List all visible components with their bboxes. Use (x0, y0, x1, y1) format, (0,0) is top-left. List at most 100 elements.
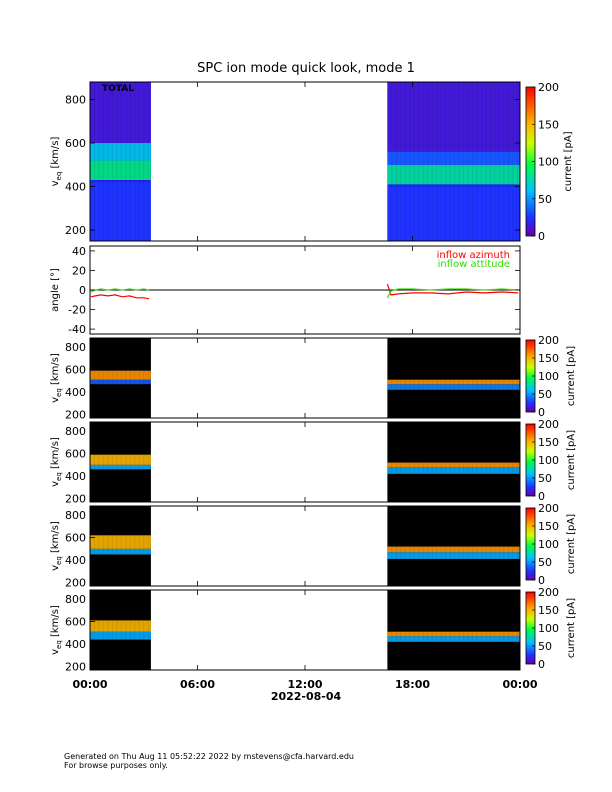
colorbar-tick-label: 150 (538, 352, 559, 365)
spectrogram-band-1-1 (90, 182, 151, 241)
spectrogram-segment-2 (387, 422, 520, 502)
y-tick-label: 800 (65, 593, 86, 606)
footer-generated: Generated on Thu Aug 11 05:52:22 2022 by… (64, 752, 354, 761)
y-axis-label: veq [km/s] (50, 137, 63, 187)
colorbar-tick-label: 50 (538, 472, 552, 485)
colorbar-tick-label: 50 (538, 388, 552, 401)
y-tick-label: 600 (65, 532, 86, 545)
y-axis-label-subscript: eq (55, 388, 63, 397)
colorbar-tick-label: 50 (538, 640, 552, 653)
y-axis-label-units: [km/s] (50, 521, 61, 556)
y-tick-label: 600 (65, 616, 86, 629)
spectrogram-band-1-2 (90, 535, 151, 549)
y-tick-label: 800 (65, 341, 86, 354)
x-tick-label: 00:00 (72, 678, 107, 691)
y-axis-label: veq [km/s] (50, 437, 63, 487)
colorbar-tick-label: 200 (538, 586, 559, 599)
colorbar-tick-label: 200 (538, 334, 559, 347)
series-line-inflow-azimuth (90, 294, 150, 300)
y-tick-label: 200 (65, 409, 86, 422)
time-axis: 00:00 06:00 12:00 18:00 00:00 (72, 678, 537, 691)
colorbar-tick-label: 0 (538, 658, 545, 671)
y-tick-label: 400 (65, 638, 86, 651)
colorbar-label: current [pA] (566, 598, 577, 658)
chart-title: SPC ion mode quick look, mode 1 (197, 61, 415, 76)
spectrogram-band-2-4 (387, 82, 520, 152)
colorbar-tick-label: 150 (538, 118, 559, 131)
colorbar-tick-label: 100 (538, 370, 559, 383)
y-axis-label-units: [km/s] (50, 437, 61, 472)
y-tick-label: 20 (72, 264, 86, 277)
y-tick-label: 200 (65, 493, 86, 506)
y-axis-label-units: [km/s] (50, 605, 61, 640)
spectrogram-band-1-4 (90, 82, 151, 143)
y-tick-label: 600 (65, 364, 86, 377)
y-tick-label: 400 (65, 554, 86, 567)
colorbar-tick-label: 150 (538, 604, 559, 617)
y-axis-label-subscript: eq (55, 172, 63, 181)
y-axis-label: veq [km/s] (50, 521, 63, 571)
spectrogram-band-2-2 (387, 462, 520, 468)
x-tick-label: 12:00 (287, 678, 322, 691)
legend-inflow-attitude: inflow attitude (438, 259, 510, 270)
date-label: 2022-08-04 (271, 690, 342, 703)
colorbar-tick-label: 0 (538, 574, 545, 587)
y-axis-label-units: [km/s] (50, 353, 61, 388)
spectrogram-band-2-1 (387, 636, 520, 642)
y-tick-label: 600 (65, 448, 86, 461)
y-axis-label-subscript: eq (55, 472, 63, 481)
series-line-inflow-azimuth (386, 283, 519, 296)
spectrogram-band-1-2 (90, 454, 151, 465)
colorbar-tick-label: 50 (538, 556, 552, 569)
spectrogram-segment-2 (387, 506, 520, 586)
colorbar-tick-label: 0 (538, 406, 545, 419)
x-tick-label: 06:00 (180, 678, 215, 691)
footer: Generated on Thu Aug 11 05:52:22 2022 by… (64, 752, 354, 770)
colorbar-tick-label: 0 (538, 490, 545, 503)
colorbar-label: current [pA] (563, 131, 574, 191)
panel-1: 200 400 600 800 veq [km/s] TOTAL 0 50 100 150 200 c… (50, 81, 574, 243)
colorbar-label: current [pA] (566, 430, 577, 490)
colorbar-tick-label: 50 (538, 193, 552, 206)
spectrogram-band-2-2 (387, 379, 520, 385)
y-tick-label: 200 (65, 661, 86, 674)
y-tick-label: 40 (72, 245, 86, 258)
colorbar-tick-label: 200 (538, 81, 559, 94)
spectrogram-band-2-2 (387, 546, 520, 553)
panel-label: TOTAL (102, 84, 134, 94)
y-axis-label: veq [km/s] (50, 605, 63, 655)
spectrogram-band-2-1 (387, 186, 520, 241)
colorbar-tick-label: 150 (538, 436, 559, 449)
y-axis-label: angle [°] (50, 268, 61, 312)
y-tick-label: 200 (65, 224, 86, 237)
spectrogram-band-2-3 (387, 151, 520, 165)
footer-browse-note: For browse purposes only. (64, 761, 168, 770)
spectrogram-band-1-1 (90, 631, 151, 640)
y-axis-label: veq [km/s] (50, 353, 63, 403)
series-line-inflow-attitude (90, 288, 150, 293)
spectrogram-band-2-1 (387, 467, 520, 474)
legend-inflow-azimuth: inflow azimuth (437, 250, 510, 261)
y-tick-label: 400 (65, 386, 86, 399)
colorbar-tick-label: 100 (538, 156, 559, 169)
y-tick-label: 200 (65, 577, 86, 590)
colorbar-label: current [pA] (566, 346, 577, 406)
y-tick-label: 400 (65, 470, 86, 483)
spectrogram-band-1-1 (90, 548, 151, 555)
spectrogram-band-1-2 (90, 620, 151, 632)
series-line-inflow-attitude (386, 288, 519, 299)
y-tick-label: 800 (65, 425, 86, 438)
spectrogram-segment-2 (387, 590, 520, 670)
spectrogram-segment-2 (387, 338, 520, 418)
colorbar-label: current [pA] (566, 514, 577, 574)
spectrogram-band-1-3 (90, 142, 151, 161)
spectrogram-band-2-2 (387, 164, 520, 185)
y-axis-label-subscript: eq (55, 640, 63, 649)
